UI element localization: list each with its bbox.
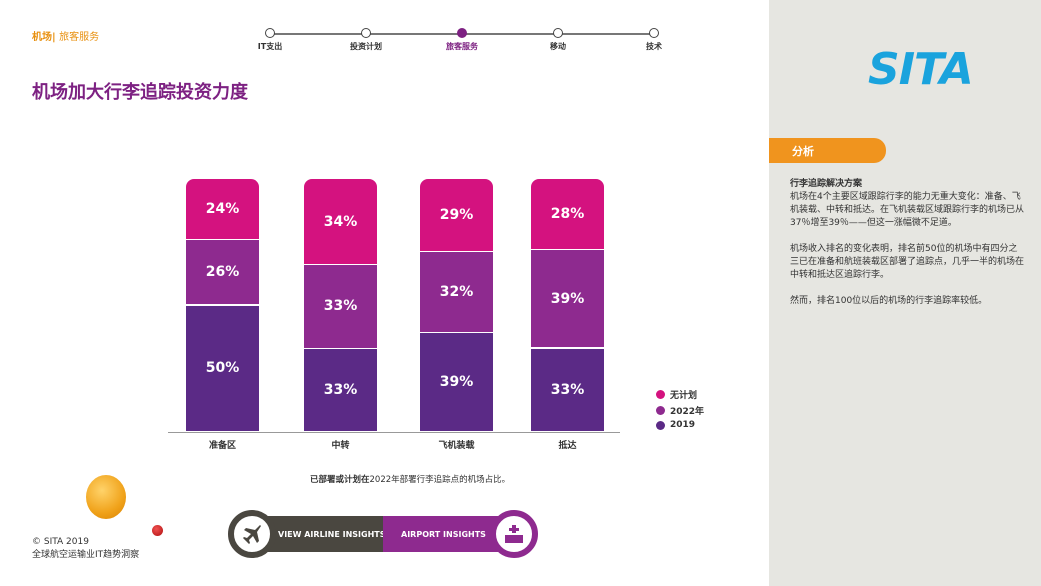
legend-label: 2022年 (670, 407, 705, 417)
analysis-paragraph: 然而，排名100位以后的机场的行李追踪率较低。 (790, 296, 988, 306)
legend-item: 2022年 (656, 404, 704, 417)
bar-segment-2022年: 26% (186, 239, 259, 306)
step-label: 技术 (646, 42, 662, 51)
step-0[interactable]: IT支出 (240, 28, 300, 52)
bar-segment-2019: 33% (531, 348, 604, 432)
analysis-heading: 行李追踪解决方案 (790, 179, 863, 189)
airport-tower-icon[interactable] (490, 510, 538, 558)
analysis-text: 行李追踪解决方案 机场在4个主要区域跟踪行李的能力无重大变化：准备、飞机装载、中… (790, 178, 1025, 321)
analysis-tab[interactable]: 分析 (769, 138, 886, 163)
chart-note-bold: 已部署或计划在 (310, 475, 370, 485)
bar-segment-无计划: 29% (420, 179, 493, 253)
chart-note: 已部署或计划在2022年部署行李追踪点的机场占比。 (310, 473, 510, 485)
footer: © SITA 2019 全球航空运输业IT趋势洞察 (32, 536, 139, 562)
footer-subtitle: 全球航空运输业IT趋势洞察 (32, 550, 140, 560)
bar-segment-2022年: 33% (304, 265, 377, 349)
step-dot (649, 28, 659, 38)
step-label: 投资计划 (350, 42, 382, 51)
breadcrumb-separator: | (52, 32, 56, 43)
bar-segment-2022年: 32% (420, 252, 493, 334)
analysis-paragraph: 机场在4个主要区域跟踪行李的能力无重大变化：准备、飞机装载、中转和抵达。在飞机装… (790, 192, 1025, 228)
legend-item: 2019 (656, 420, 695, 430)
breadcrumb-page[interactable]: 旅客服务 (59, 32, 100, 43)
insights-nav: VIEW AIRLINE INSIGHTS AIRPORT INSIGHTS (228, 510, 540, 558)
bar-segment-无计划: 28% (531, 179, 604, 250)
x-tick-label: 准备区 (208, 441, 236, 451)
step-label: IT支出 (257, 42, 283, 51)
x-tick-label: 中转 (331, 441, 350, 451)
bar-segment-2019: 39% (420, 333, 493, 432)
step-dot (553, 28, 563, 38)
x-tick-label: 飞机装载 (438, 441, 475, 451)
orange-ball-decoration (86, 475, 126, 519)
bar-segment-2019: 33% (304, 348, 377, 432)
step-label: 移动 (550, 42, 566, 51)
red-ball-decoration (152, 525, 163, 536)
bar-segment-2019: 50% (186, 305, 259, 432)
step-dot (457, 28, 467, 38)
step-label: 旅客服务 (446, 42, 478, 51)
step-2[interactable]: 旅客服务 (432, 28, 492, 52)
copyright: © SITA 2019 (32, 537, 89, 547)
airplane-icon[interactable] (228, 510, 276, 558)
legend-label: 2019 (670, 420, 696, 430)
legend-swatch (656, 390, 665, 399)
step-1[interactable]: 投资计划 (336, 28, 396, 52)
analysis-paragraph: 机场收入排名的变化表明，排名前50位的机场中有四分之三已在准备和航班装载区部署了… (790, 244, 1025, 280)
step-dot (361, 28, 371, 38)
bar-segment-2022年: 39% (531, 249, 604, 349)
chart-note-rest: 2022年部署行李追踪点的机场占比。 (369, 475, 511, 485)
x-axis (168, 432, 620, 433)
breadcrumb: 机场| 旅客服务 (32, 28, 99, 43)
breadcrumb-section[interactable]: 机场 (32, 32, 52, 43)
airport-insights-label: AIRPORT INSIGHTS (401, 529, 486, 539)
legend-item: 无计划 (656, 388, 697, 401)
step-4[interactable]: 技术 (624, 28, 684, 52)
bar-segment-无计划: 34% (304, 179, 377, 266)
step-3[interactable]: 移动 (528, 28, 588, 52)
sidebar (769, 0, 1041, 586)
sita-logo: SITA (868, 44, 974, 95)
legend-swatch (656, 420, 665, 430)
page-title: 机场加大行李追踪投资力度 (32, 82, 248, 103)
airline-insights-label: VIEW AIRLINE INSIGHTS (278, 529, 386, 539)
step-dot (265, 28, 275, 38)
bar-segment-无计划: 24% (186, 179, 259, 240)
progress-steps: IT支出 投资计划 旅客服务 移动 技术 (258, 28, 662, 58)
x-tick-label: 抵达 (558, 441, 577, 451)
legend-swatch (656, 406, 665, 415)
legend-label: 无计划 (670, 391, 698, 401)
